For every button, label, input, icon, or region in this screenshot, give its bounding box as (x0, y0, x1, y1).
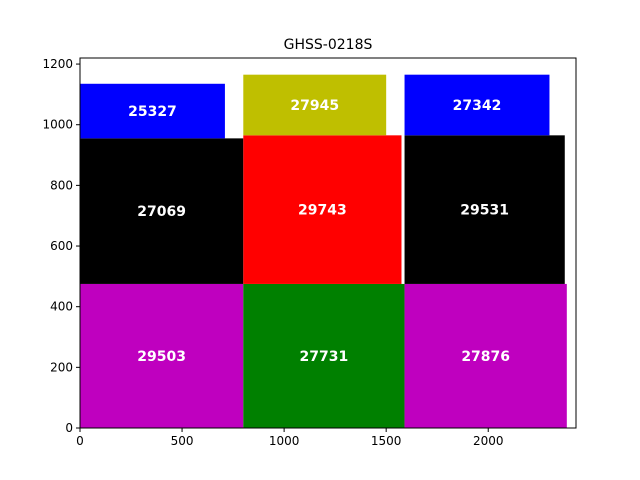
tile-label-25327: 25327 (128, 104, 177, 120)
tile-27731 (243, 283, 405, 428)
tile-label-27342: 27342 (453, 98, 502, 114)
tile-27876 (404, 283, 567, 428)
x-tick-label: 1500 (371, 434, 402, 448)
y-tick-label: 600 (50, 239, 73, 253)
x-tick-label: 2000 (473, 434, 504, 448)
tile-27945 (243, 74, 387, 136)
tile-layer: 29503 27731 27876 27069 29743 29531 25327 27945… (80, 74, 567, 428)
tile-label-29503: 29503 (137, 349, 186, 365)
x-tick-label: 500 (171, 434, 194, 448)
x-tick-label: 1000 (269, 434, 300, 448)
tile-label-27945: 27945 (290, 98, 339, 114)
tile-label-27069: 27069 (137, 204, 186, 220)
tile-27342 (404, 74, 550, 136)
y-tick-label: 1000 (42, 118, 73, 132)
y-tick-label: 200 (50, 360, 73, 374)
tile-label-27876: 27876 (461, 349, 510, 365)
y-tick-label: 0 (65, 421, 73, 435)
tile-29743 (243, 135, 402, 284)
y-tick-label: 400 (50, 300, 73, 314)
tile-label-27731: 27731 (300, 349, 349, 365)
chart-title: GHSS-0218S (284, 37, 373, 53)
tile-label-29531: 29531 (460, 203, 509, 219)
tile-label-29743: 29743 (298, 203, 347, 219)
tile-29503 (80, 283, 244, 428)
y-tick-label: 1200 (42, 57, 73, 71)
tile-29531 (404, 135, 565, 284)
tile-25327 (80, 83, 225, 139)
plot-frame (79, 57, 577, 429)
tile-27069 (80, 138, 244, 284)
axes: 0 500 1000 1500 2000 0 200 400 600 800 1000 1200 (42, 57, 577, 448)
y-tick-label: 800 (50, 178, 73, 192)
x-tick-label: 0 (76, 434, 84, 448)
